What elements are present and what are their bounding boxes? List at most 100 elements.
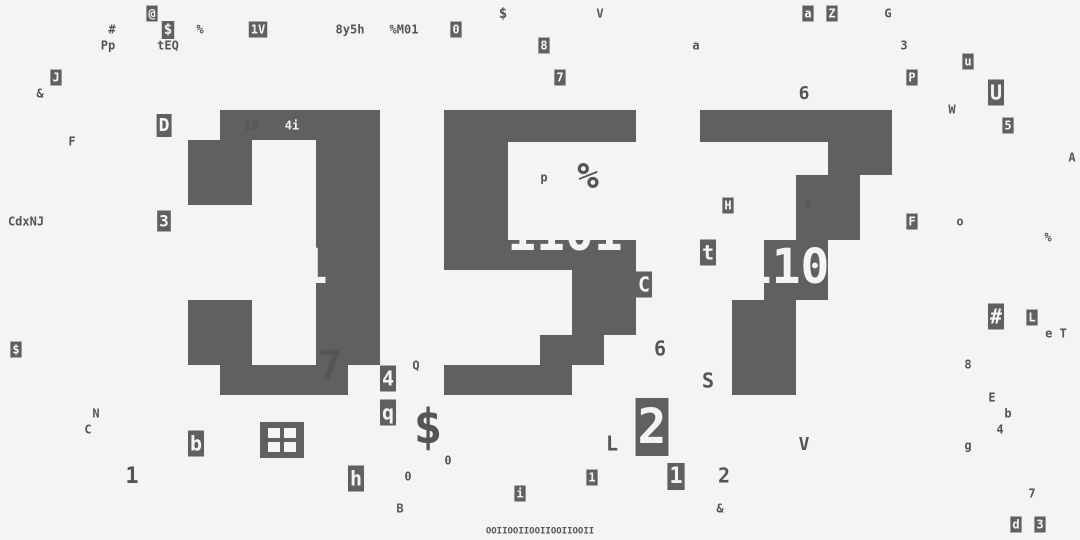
- glyph: Pp: [101, 39, 115, 53]
- glyph-background: [156, 114, 172, 137]
- glyph: N: [92, 407, 99, 421]
- glyph: #: [990, 305, 1002, 329]
- glyph: 5: [1004, 119, 1011, 133]
- glyph: J: [52, 71, 59, 85]
- glyph-background: [635, 398, 669, 456]
- glyph: P: [908, 71, 915, 85]
- glyph-background: [514, 485, 526, 502]
- glyph-background: [1002, 117, 1014, 134]
- glyph: o: [956, 215, 963, 229]
- glyph: 0: [404, 470, 411, 484]
- glyph-background: [379, 399, 397, 426]
- glyph: C: [84, 423, 91, 437]
- glyph: V: [799, 434, 810, 455]
- glyph: 3: [159, 212, 169, 231]
- glyph: $: [414, 399, 443, 455]
- glyph: 0: [452, 23, 459, 37]
- glyph: S: [702, 369, 714, 393]
- glyph-background: [538, 37, 550, 54]
- glyph-background: [248, 21, 268, 38]
- glyph-background: [1010, 516, 1022, 533]
- glyph: W: [948, 103, 956, 117]
- big-digit-seven: [700, 110, 892, 395]
- glyph: 1: [588, 471, 595, 485]
- glyph-background: [187, 430, 205, 457]
- glyph: 6: [654, 337, 666, 361]
- glyph-background: [826, 5, 838, 22]
- glyph-background: [987, 303, 1005, 330]
- glyph-background: [450, 21, 462, 38]
- glyph: 11011: [743, 239, 888, 295]
- glyph-background: [10, 341, 22, 358]
- glyph-background: [1034, 516, 1046, 533]
- glyph-background: [699, 239, 717, 266]
- glyph-background: [906, 69, 918, 86]
- glyph: t: [702, 241, 714, 265]
- glyph-background: [586, 469, 598, 486]
- glyph: 4i: [285, 119, 299, 133]
- glyph: Z: [828, 7, 835, 21]
- glyph: V: [596, 7, 603, 21]
- glyph: F: [68, 135, 75, 149]
- glyph-background: [987, 79, 1005, 106]
- glyph-background: [347, 465, 365, 492]
- glyph: U: [990, 81, 1002, 105]
- glyph: &: [36, 87, 44, 101]
- glyph: 6: [804, 199, 811, 213]
- glyph-background: [161, 21, 175, 39]
- glyph: 2: [718, 464, 730, 488]
- glyph: &: [716, 502, 724, 516]
- glyph-background: [50, 69, 62, 86]
- glyph: %M01: [390, 23, 419, 37]
- glyph: ER: [245, 119, 260, 133]
- glyph: 1: [669, 464, 682, 489]
- big-digit-zero: [188, 110, 380, 395]
- glyph: 3: [1036, 518, 1043, 532]
- glyph: 8y5h: [336, 23, 365, 37]
- glyph: 1101: [507, 206, 623, 262]
- glyph: $: [499, 6, 507, 22]
- glyph-background: [962, 53, 974, 70]
- glyph: $: [12, 343, 19, 357]
- glyph: 4: [996, 423, 1003, 437]
- glyph-background: [722, 197, 734, 214]
- glyph: tEQ: [157, 39, 179, 53]
- glyph: G: [884, 7, 891, 21]
- window-icon: [260, 422, 304, 458]
- glyph: CdxNJ: [8, 215, 44, 229]
- glyph-background: [667, 463, 685, 490]
- glyph-background: [554, 69, 566, 86]
- glyph: B: [396, 502, 403, 516]
- glyph: 7: [556, 71, 563, 85]
- glyph: L: [1028, 311, 1035, 325]
- glyph: A: [1068, 151, 1076, 165]
- glyph-background: [157, 210, 171, 232]
- glyph: OOIIOOIIOOIIOOIIOOII: [486, 527, 594, 537]
- glyph-background: [146, 5, 158, 22]
- glyph: 1V: [251, 23, 265, 37]
- big-digit-five: [444, 110, 636, 395]
- glyph: 6: [799, 83, 810, 104]
- glyph: 8: [540, 39, 547, 53]
- glyph: 7: [1028, 487, 1035, 501]
- glyph: i: [516, 487, 523, 501]
- glyph-background: [802, 5, 814, 22]
- glyph: %: [577, 156, 599, 197]
- glyph: 7: [318, 343, 342, 389]
- glyph: b: [190, 432, 202, 456]
- glyph: D: [159, 115, 170, 136]
- glyph: d: [1012, 518, 1019, 532]
- glyph: #: [108, 23, 116, 37]
- glyph: %: [196, 23, 204, 37]
- glyph: Q: [412, 359, 419, 373]
- glyph: q: [382, 401, 394, 425]
- glyph: 4: [382, 367, 394, 391]
- glyph: 3: [900, 39, 907, 53]
- glyph-background: [906, 213, 918, 230]
- glyph: 1: [125, 464, 138, 489]
- glyph: a: [692, 39, 699, 53]
- glyph: 0: [444, 454, 451, 468]
- glyph: p: [540, 171, 547, 185]
